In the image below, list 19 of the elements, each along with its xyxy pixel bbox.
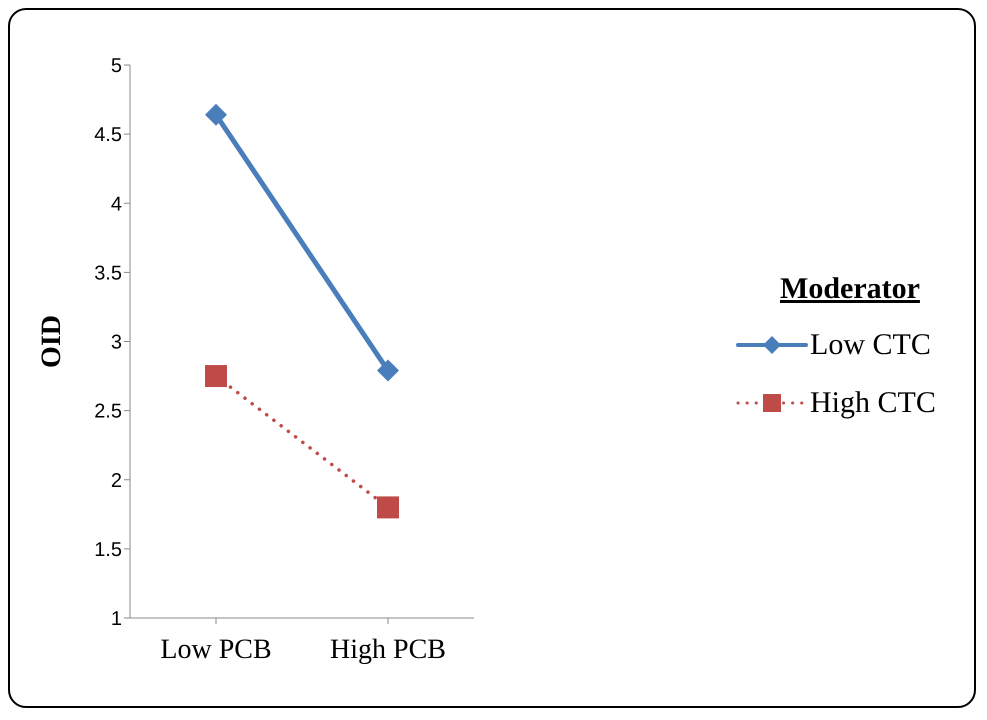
legend-title: Moderator [779,272,921,306]
y-tick-label: 2 [110,470,122,492]
y-tick-label: 2.5 [94,400,122,423]
x-tick-label: High PCB [330,634,446,665]
y-tick-label: 4 [110,193,122,216]
y-tick-label: 1.5 [94,538,122,561]
point [377,496,399,518]
point [205,365,227,388]
y-tick-label: 4.5 [94,124,122,146]
legend-label: High CTC [810,386,936,420]
y-axis-title: OID [36,315,67,368]
x-tick-label: Low PCB [160,634,272,665]
y-tick-label: 3.5 [94,262,122,284]
point [205,104,227,126]
y-tick-label: 5 [110,55,122,78]
y-tick-label: 1 [110,608,122,630]
y-tick-label: 3 [110,332,122,354]
legend-label: Low CTC [810,328,931,362]
point [377,360,399,382]
